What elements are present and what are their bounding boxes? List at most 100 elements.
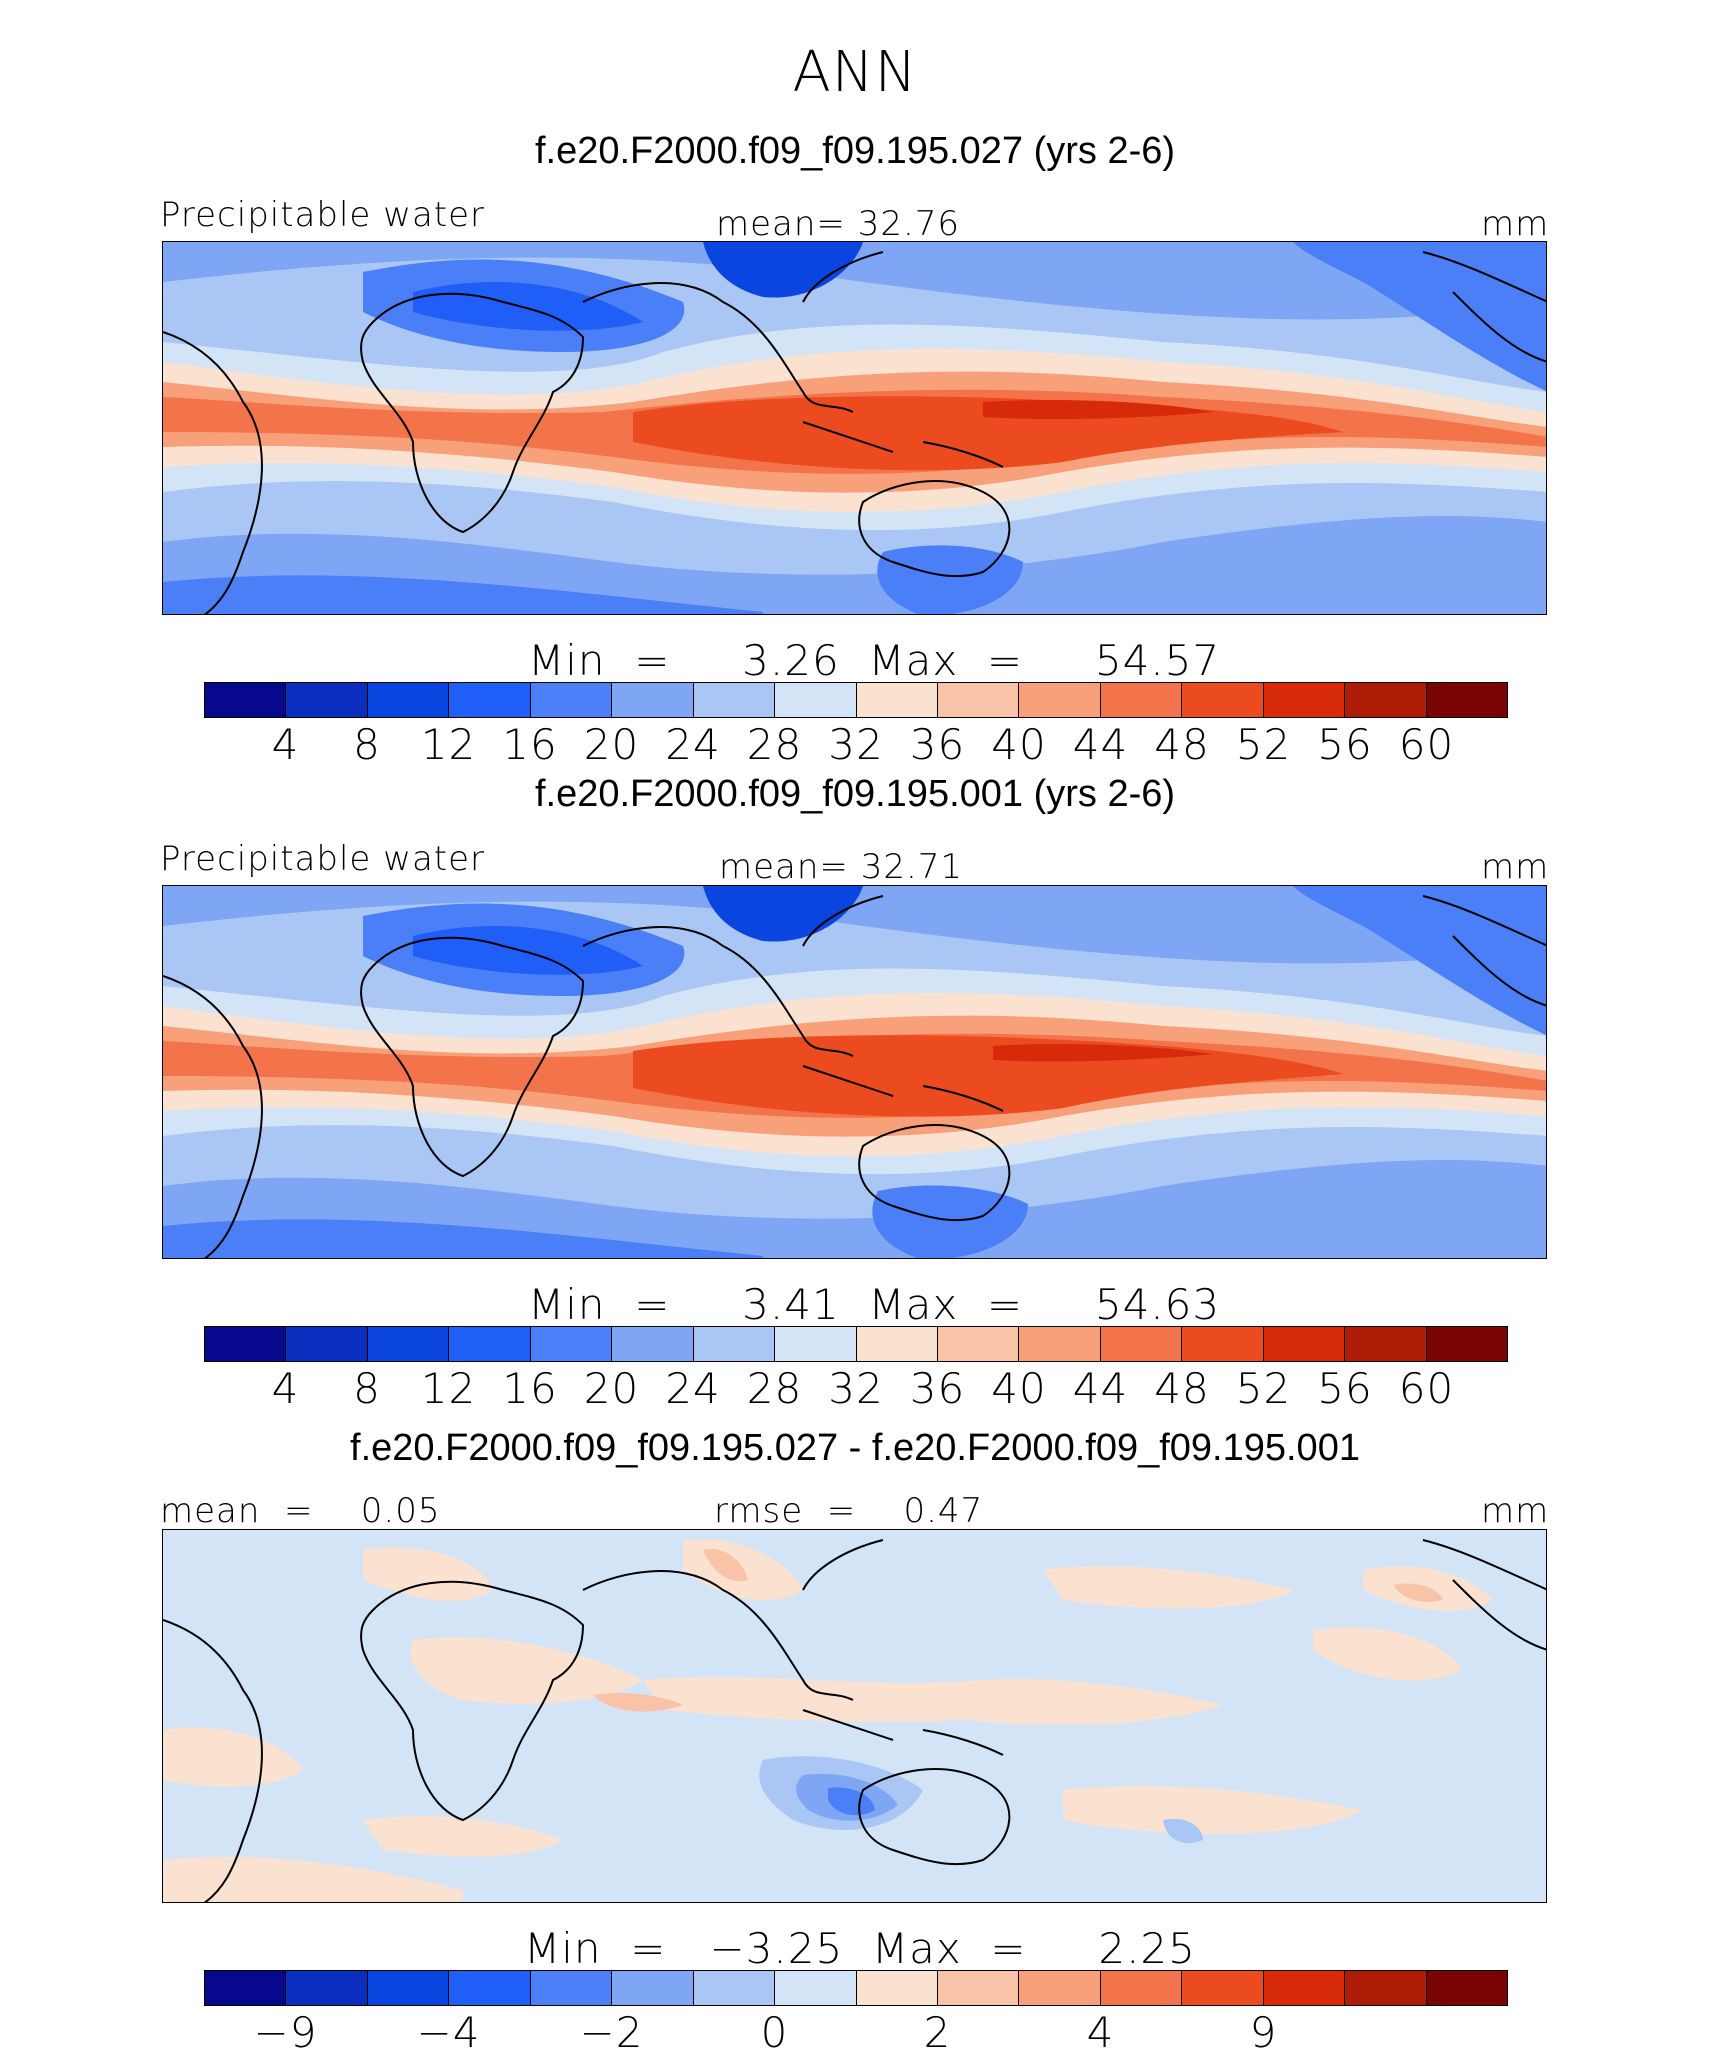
- panel-1-case-title: f.e20.F2000.f09_f09.195.027 (yrs 2-6): [534, 130, 1176, 172]
- colorbar-tick-label: 48: [1154, 720, 1210, 769]
- colorbar-tick-label: 4: [1086, 2008, 1115, 2057]
- colorbar-tick-label: 40: [991, 720, 1047, 769]
- colorbar-tick-label: 48: [1154, 1364, 1210, 1413]
- colorbar-tick-label: 16: [502, 720, 558, 769]
- colorbar-swatch: [1426, 1327, 1507, 1361]
- colorbar-swatch: [1019, 683, 1101, 717]
- panel-2-map: [162, 885, 1547, 1259]
- colorbar-swatch: [775, 683, 857, 717]
- colorbar-tick-label: 4: [271, 1364, 300, 1413]
- colorbar-swatch: [856, 1971, 938, 2005]
- colorbar-swatch: [205, 683, 287, 717]
- panel-1-mean-label: mean= 32.76: [716, 204, 961, 244]
- colorbar-tick-label: 28: [746, 720, 803, 769]
- colorbar-tick-label: 52: [1235, 1364, 1292, 1413]
- colorbar-swatch: [367, 1327, 450, 1361]
- colorbar-swatch: [449, 1971, 531, 2005]
- colorbar-swatch: [612, 683, 694, 717]
- colorbar-swatch: [286, 683, 368, 717]
- colorbar-tick-label: 12: [420, 720, 477, 769]
- colorbar-tick-label: −4: [416, 2008, 481, 2057]
- panel-2-minmax-label: Min = 3.41 Max = 54.63: [528, 1280, 1221, 1329]
- colorbar-tick-label: 9: [1249, 2008, 1278, 2057]
- colorbar-swatch: [286, 1327, 368, 1361]
- panel-3-minmax-label: Min = −3.25 Max = 2.25: [524, 1924, 1196, 1973]
- colorbar-swatch: [775, 1327, 857, 1361]
- colorbar-tick-label: 20: [583, 720, 640, 769]
- colorbar-tick-label: 40: [991, 1364, 1047, 1413]
- colorbar-swatch: [856, 683, 938, 717]
- colorbar-swatch: [205, 1971, 287, 2005]
- colorbar-swatch: [530, 1327, 613, 1361]
- colorbar-swatch: [1263, 1971, 1346, 2005]
- panel-1-colorbar: [204, 682, 1508, 718]
- colorbar-tick-label: 56: [1317, 720, 1373, 769]
- colorbar-swatch: [693, 683, 776, 717]
- colorbar-tick-label: 28: [746, 1364, 803, 1413]
- colorbar-swatch: [1345, 683, 1427, 717]
- colorbar-swatch: [1263, 683, 1346, 717]
- panel-2-contour-field: [163, 886, 1546, 1258]
- colorbar-swatch: [1426, 1971, 1507, 2005]
- colorbar-tick-label: 2: [923, 2008, 952, 2057]
- colorbar-swatch: [1019, 1971, 1101, 2005]
- colorbar-swatch: [449, 683, 531, 717]
- figure-title: ANN: [792, 40, 918, 105]
- colorbar-swatch: [1100, 683, 1183, 717]
- colorbar-swatch: [1182, 1971, 1264, 2005]
- colorbar-swatch: [449, 1327, 531, 1361]
- panel-3-units-label: mm: [1481, 1491, 1550, 1531]
- colorbar-tick-label: 36: [909, 1364, 966, 1413]
- colorbar-swatch: [1426, 683, 1507, 717]
- colorbar-swatch: [937, 1971, 1020, 2005]
- colorbar-swatch: [1019, 1327, 1101, 1361]
- colorbar-tick-label: 60: [1398, 1364, 1455, 1413]
- panel-3-coastlines: [163, 1539, 1546, 1902]
- panel-2-variable-label: Precipitable water: [160, 839, 486, 879]
- colorbar-swatch: [530, 683, 613, 717]
- panel-3-mean-label: mean = 0.05: [160, 1491, 441, 1531]
- colorbar-tick-label: 20: [583, 1364, 640, 1413]
- colorbar-tick-label: −9: [253, 2008, 318, 2057]
- colorbar-tick-label: 56: [1317, 1364, 1373, 1413]
- colorbar-swatch: [775, 1971, 857, 2005]
- colorbar-swatch: [286, 1971, 368, 2005]
- colorbar-swatch: [612, 1971, 694, 2005]
- panel-3-rmse-label: rmse = 0.47: [714, 1491, 984, 1531]
- colorbar-swatch: [937, 1327, 1020, 1361]
- panel-1-map: [162, 241, 1547, 615]
- colorbar-swatch: [205, 1327, 287, 1361]
- colorbar-swatch: [693, 1327, 776, 1361]
- colorbar-swatch: [1182, 1327, 1264, 1361]
- colorbar-swatch: [856, 1327, 938, 1361]
- panel-3-colorbar: [204, 1970, 1508, 2006]
- colorbar-tick-label: 8: [353, 720, 381, 769]
- colorbar-swatch: [937, 683, 1020, 717]
- colorbar-tick-label: 36: [909, 720, 966, 769]
- colorbar-tick-label: 24: [665, 720, 721, 769]
- colorbar-tick-label: 4: [271, 720, 300, 769]
- colorbar-swatch: [1100, 1327, 1183, 1361]
- colorbar-tick-label: 32: [828, 1364, 884, 1413]
- colorbar-tick-label: −2: [579, 2008, 644, 2057]
- panel-2-colorbar: [204, 1326, 1508, 1362]
- colorbar-tick-label: 44: [1072, 720, 1129, 769]
- panel-2-mean-label: mean= 32.71: [719, 847, 964, 887]
- colorbar-tick-label: 60: [1398, 720, 1455, 769]
- colorbar-swatch: [1263, 1327, 1346, 1361]
- panel-1-colorbar-ticks: 4 8 12 16 20 24 28 32 36 40 44 48 52 56 60: [204, 718, 1508, 769]
- colorbar-swatch: [1182, 683, 1264, 717]
- panel-2-coastlines: [163, 895, 1546, 1258]
- panel-1-contour-field: [163, 242, 1546, 614]
- panel-3-colorbar-ticks: −9 −4 −2 0 2 4 9: [204, 2006, 1508, 2057]
- panel-1-units-label: mm: [1481, 204, 1550, 244]
- colorbar-swatch: [1345, 1327, 1427, 1361]
- colorbar-tick-label: 24: [665, 1364, 721, 1413]
- colorbar-tick-label: 44: [1072, 1364, 1129, 1413]
- panel-1-variable-label: Precipitable water: [160, 195, 486, 235]
- panel-2-colorbar-ticks: 4 8 12 16 20 24 28 32 36 40 44 48 52 56 60: [204, 1362, 1508, 1413]
- colorbar-tick-label: 52: [1235, 720, 1292, 769]
- colorbar-tick-label: 0: [760, 2008, 789, 2057]
- panel-1-coastlines: [163, 251, 1546, 614]
- colorbar-swatch: [367, 683, 450, 717]
